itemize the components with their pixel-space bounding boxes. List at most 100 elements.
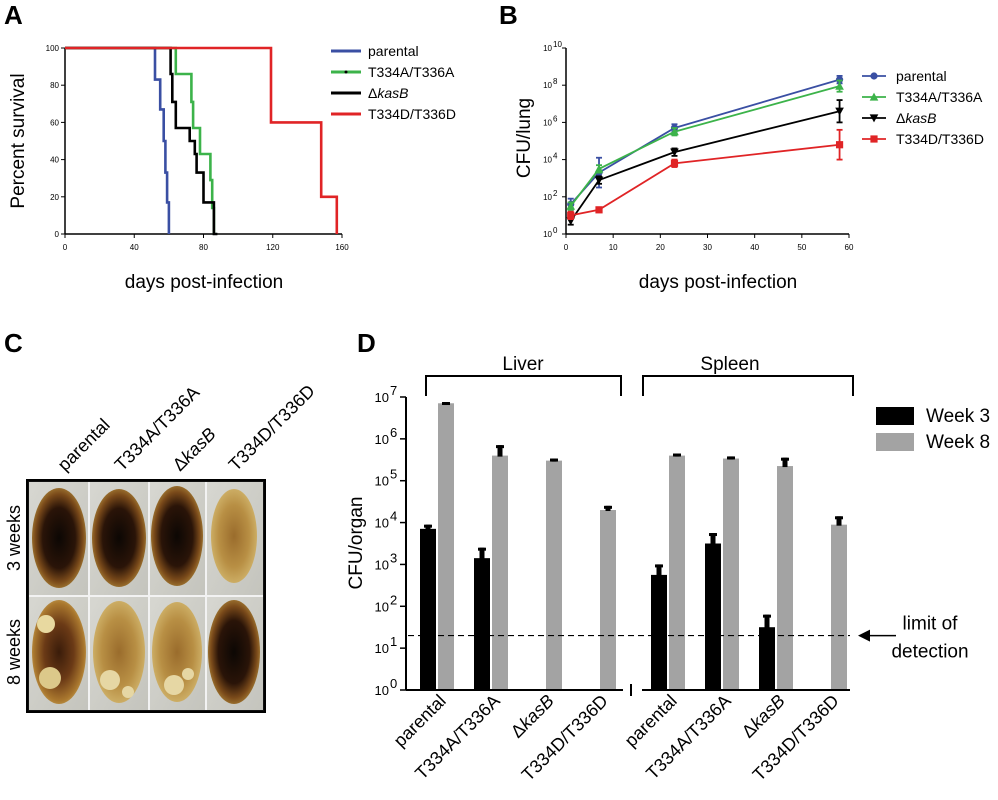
panel-d-legend: Week 3 Week 8 — [876, 406, 990, 453]
y-tick-exponent: 4 — [390, 509, 397, 524]
y-tick-label: 10 — [375, 557, 389, 572]
y-tick-label: 10 — [543, 118, 552, 127]
granuloma — [39, 667, 61, 689]
legend-swatch — [876, 407, 914, 425]
error-bar — [782, 457, 788, 468]
y-tick-label: 10 — [375, 641, 389, 656]
y-tick-exponent: 0 — [553, 226, 558, 235]
data-point — [835, 81, 844, 90]
bar-week8 — [777, 466, 793, 690]
legend-swatch — [876, 433, 914, 451]
x-tick-label: 80 — [199, 243, 208, 252]
legend-marker — [870, 72, 878, 80]
error-bar — [710, 533, 716, 545]
y-tick-label: 10 — [375, 432, 389, 447]
y-tick-exponent: 2 — [390, 592, 397, 607]
photo-row-label: 8 weeks — [4, 619, 24, 685]
legend-label: Week 8 — [926, 432, 990, 453]
granuloma — [37, 615, 55, 633]
error-cap — [673, 453, 681, 457]
survival-line-3 — [65, 46, 339, 234]
panel-b-x-label: days post-infection — [639, 272, 797, 293]
x-tick-label: 40 — [130, 243, 139, 252]
panel-label-d: D — [357, 328, 376, 358]
error-cap — [496, 445, 504, 449]
data-point — [567, 211, 575, 219]
y-tick-label: 100 — [46, 44, 60, 53]
x-tick-label: 10 — [609, 243, 618, 252]
panel-a-x-label: days post-infection — [125, 272, 283, 293]
survival-line-1 — [65, 46, 216, 234]
liver-kasb-3w — [151, 486, 203, 586]
x-tick-label: 60 — [845, 243, 854, 252]
bar-week3 — [420, 528, 436, 690]
panel-a-x-ticks: 0 40 80 120 160 — [63, 234, 349, 252]
y-tick-exponent: 4 — [553, 152, 558, 161]
y-tick-label: 10 — [375, 683, 389, 698]
panel-b-y-label: CFU/lung — [514, 98, 535, 178]
y-tick-exponent: 10 — [553, 40, 562, 49]
legend-label: parental — [368, 43, 419, 59]
data-point — [594, 164, 604, 173]
legend-marker — [870, 135, 878, 143]
error-cap — [727, 456, 735, 460]
liver-t334a-8w — [93, 601, 145, 703]
panel-a-y-label: Percent survival — [8, 73, 29, 208]
liver-parental-8w — [32, 600, 86, 704]
liver-t334d-8w — [208, 600, 260, 704]
y-tick-label: 10 — [375, 390, 389, 405]
x-tick-label: 120 — [266, 243, 280, 252]
bar-week8 — [546, 460, 562, 690]
granuloma — [182, 668, 194, 680]
photo-column-label: parental — [54, 415, 114, 475]
y-tick-exponent: 6 — [390, 425, 397, 440]
panel-a-y-ticks: 0 20 40 60 80 100 — [46, 44, 65, 239]
y-tick-label: 10 — [543, 81, 552, 90]
y-tick-exponent: 8 — [553, 77, 558, 86]
data-point — [670, 148, 679, 157]
series-line-2 — [569, 110, 840, 222]
granuloma — [164, 675, 184, 695]
panel-d-y-label: CFU/organ — [346, 497, 367, 590]
spleen-bracket — [642, 375, 854, 396]
bar-week8 — [492, 455, 508, 690]
y-tick-label: 10 — [375, 599, 389, 614]
x-tick-label: 40 — [750, 243, 759, 252]
error-cap — [781, 457, 789, 461]
x-tick-label: 160 — [335, 243, 349, 252]
y-tick-exponent: 7 — [390, 383, 397, 398]
series-line-3 — [570, 143, 840, 217]
y-tick-exponent: 2 — [553, 189, 558, 198]
group-label-liver: Liver — [502, 354, 544, 375]
bar-week8 — [438, 403, 454, 690]
data-point — [566, 201, 576, 210]
liver-parental-3w — [32, 488, 86, 588]
photo-row-labels: 3 weeks 8 weeks — [4, 505, 24, 685]
legend-label: T334A/T336A — [896, 89, 983, 105]
legend-label: ΔkasB — [368, 85, 408, 101]
y-tick-exponent: 0 — [390, 676, 397, 691]
legend-label: parental — [896, 68, 947, 84]
series-line-0 — [570, 78, 840, 205]
granuloma — [100, 670, 120, 690]
y-tick-label: 10 — [543, 230, 552, 239]
bar-week3 — [474, 558, 490, 690]
panel-a-legend: parental T334A/T336A ΔkasB T334D/T336D — [331, 43, 456, 122]
bar-week8 — [723, 458, 739, 690]
panel-b-legend: parental T334A/T336A ΔkasB T334D/T336D — [862, 68, 984, 147]
error-cap — [709, 533, 717, 537]
panel-d-bars — [420, 402, 847, 690]
category-label: ΔkasB — [507, 691, 558, 742]
photo-column-label: ΔkasB — [169, 424, 220, 475]
error-bar — [764, 614, 770, 629]
group-label-spleen: Spleen — [700, 354, 759, 375]
bar-week3 — [759, 627, 775, 690]
panel-b-x-ticks: 0 10 20 30 40 50 60 — [564, 234, 854, 252]
data-point — [595, 206, 603, 214]
data-point — [594, 176, 604, 185]
liver-bracket — [425, 375, 622, 396]
